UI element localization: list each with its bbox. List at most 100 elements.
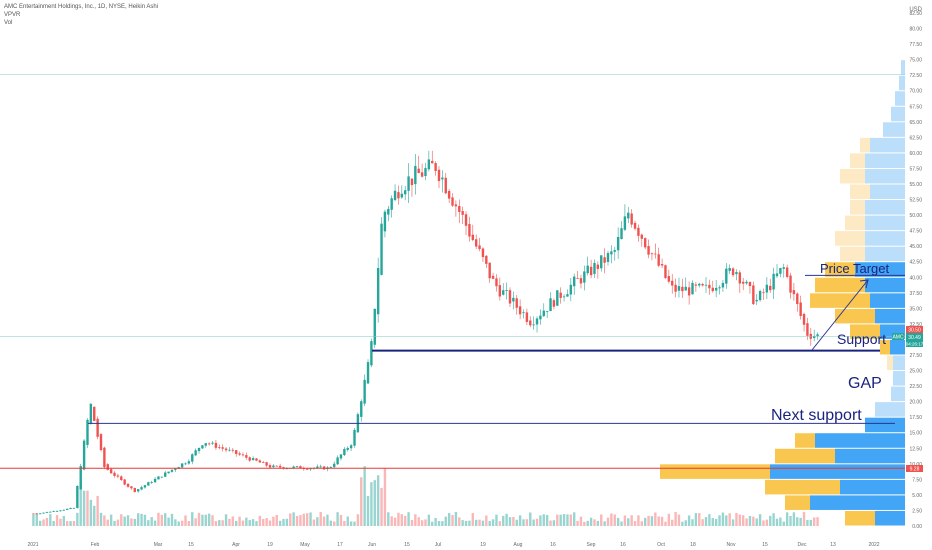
volume-bar [86, 490, 89, 526]
volume-bar [370, 482, 373, 526]
candle-body [268, 465, 272, 468]
candle-body [671, 280, 674, 286]
y-tick-label: 80.00 [909, 27, 922, 33]
candle-body [103, 447, 106, 468]
volume-bar [542, 514, 545, 526]
volume-bar [674, 512, 677, 526]
volume-bar [434, 517, 437, 526]
candle-body [241, 454, 245, 456]
candle-body [812, 336, 816, 339]
y-tick-label: 50.00 [909, 213, 922, 219]
candle-body [579, 278, 583, 284]
profile-bar-up [835, 448, 905, 464]
candle-body [316, 466, 319, 468]
volume-bar [221, 520, 224, 526]
candle-body [549, 298, 552, 312]
volume-bar [349, 521, 353, 526]
profile-bar-down [785, 495, 810, 510]
x-tick-label: Aug [514, 542, 523, 548]
profile-bar-down [845, 215, 865, 231]
volume-bar [106, 519, 109, 526]
volume-bar [812, 517, 816, 526]
volume-bar [606, 517, 610, 526]
volume-bar [383, 468, 387, 526]
candle-body [468, 224, 471, 237]
candle-body [447, 190, 451, 199]
candle-body [728, 267, 731, 271]
candle-body [96, 418, 99, 437]
candle-body [600, 255, 603, 269]
candle-body [424, 168, 427, 177]
candle-body [620, 228, 623, 239]
candle-body [677, 286, 681, 291]
volume-bar [272, 516, 275, 526]
y-tick-label: 0.00 [912, 524, 922, 530]
volume-bar [201, 514, 204, 526]
candle-body [444, 177, 447, 194]
symbol-title: AMC Entertainment Holdings, Inc., 1D, NY… [4, 4, 159, 10]
candle-body [363, 379, 366, 404]
volume-bar [694, 513, 698, 526]
volume-bar [596, 520, 600, 526]
target-arrow-head [859, 279, 869, 289]
candle-body [407, 176, 410, 191]
candle-body [245, 455, 248, 458]
candle-body [184, 463, 187, 465]
volume-bar [218, 520, 221, 526]
volume-bar [718, 515, 721, 526]
volume-bar [255, 521, 258, 526]
candle-body [586, 265, 589, 274]
volume-bar [289, 513, 292, 526]
volume-bar [363, 466, 366, 526]
volume-bar [698, 513, 701, 526]
volume-bar [427, 514, 431, 526]
indicator-vpvr[interactable]: VPVR [4, 12, 21, 18]
candle-body [126, 483, 130, 487]
profile-bar-down [880, 339, 890, 355]
candle-body [762, 292, 765, 294]
candle-body [147, 482, 150, 486]
indicator-volume[interactable]: Vol [4, 20, 13, 26]
candle-body [816, 334, 819, 337]
candle-body [221, 447, 224, 449]
time-axis: 2021 Feb Mar 15 Apr 19 May 17 Jun 15 Jul 19 Aug 16 Sep… [27, 542, 879, 548]
y-tick-label: 82.50 [909, 11, 922, 17]
candle-body [657, 254, 660, 266]
volume-bar [796, 517, 799, 526]
candle-body [346, 447, 349, 450]
candle-body [589, 266, 593, 276]
volume-bar [126, 515, 130, 526]
candle-body [552, 300, 556, 307]
volume-bar [539, 515, 542, 526]
candle-body [785, 267, 789, 277]
y-tick-label: 22.50 [909, 384, 922, 390]
volume-bar [444, 516, 447, 526]
candle-body [143, 485, 147, 488]
candle-body [180, 463, 184, 468]
candle-body [765, 284, 769, 293]
volume-bar [627, 518, 630, 526]
x-tick-label: 15 [188, 542, 194, 548]
y-tick-label: 17.50 [909, 415, 922, 421]
candle-body [485, 255, 488, 264]
volume-bar [677, 514, 681, 526]
volume-bar [356, 514, 360, 526]
gap-label: GAP [848, 375, 882, 392]
volume-bar [566, 514, 569, 526]
candle-body [498, 285, 502, 297]
candle-body [714, 287, 718, 291]
candle-body [654, 253, 657, 255]
volume-bar [360, 477, 363, 526]
volume-bar [664, 521, 667, 526]
x-tick-label: 19 [480, 542, 486, 548]
volume-bar [441, 521, 444, 526]
candle-body [390, 198, 393, 210]
y-tick-label: 35.00 [909, 306, 922, 312]
volume-bar [809, 519, 812, 526]
candle-body [667, 276, 671, 282]
drawn-lines[interactable] [0, 74, 905, 469]
candle-body [610, 251, 613, 255]
price-target-label: Price Target [820, 261, 890, 276]
volume-bar [130, 518, 133, 526]
